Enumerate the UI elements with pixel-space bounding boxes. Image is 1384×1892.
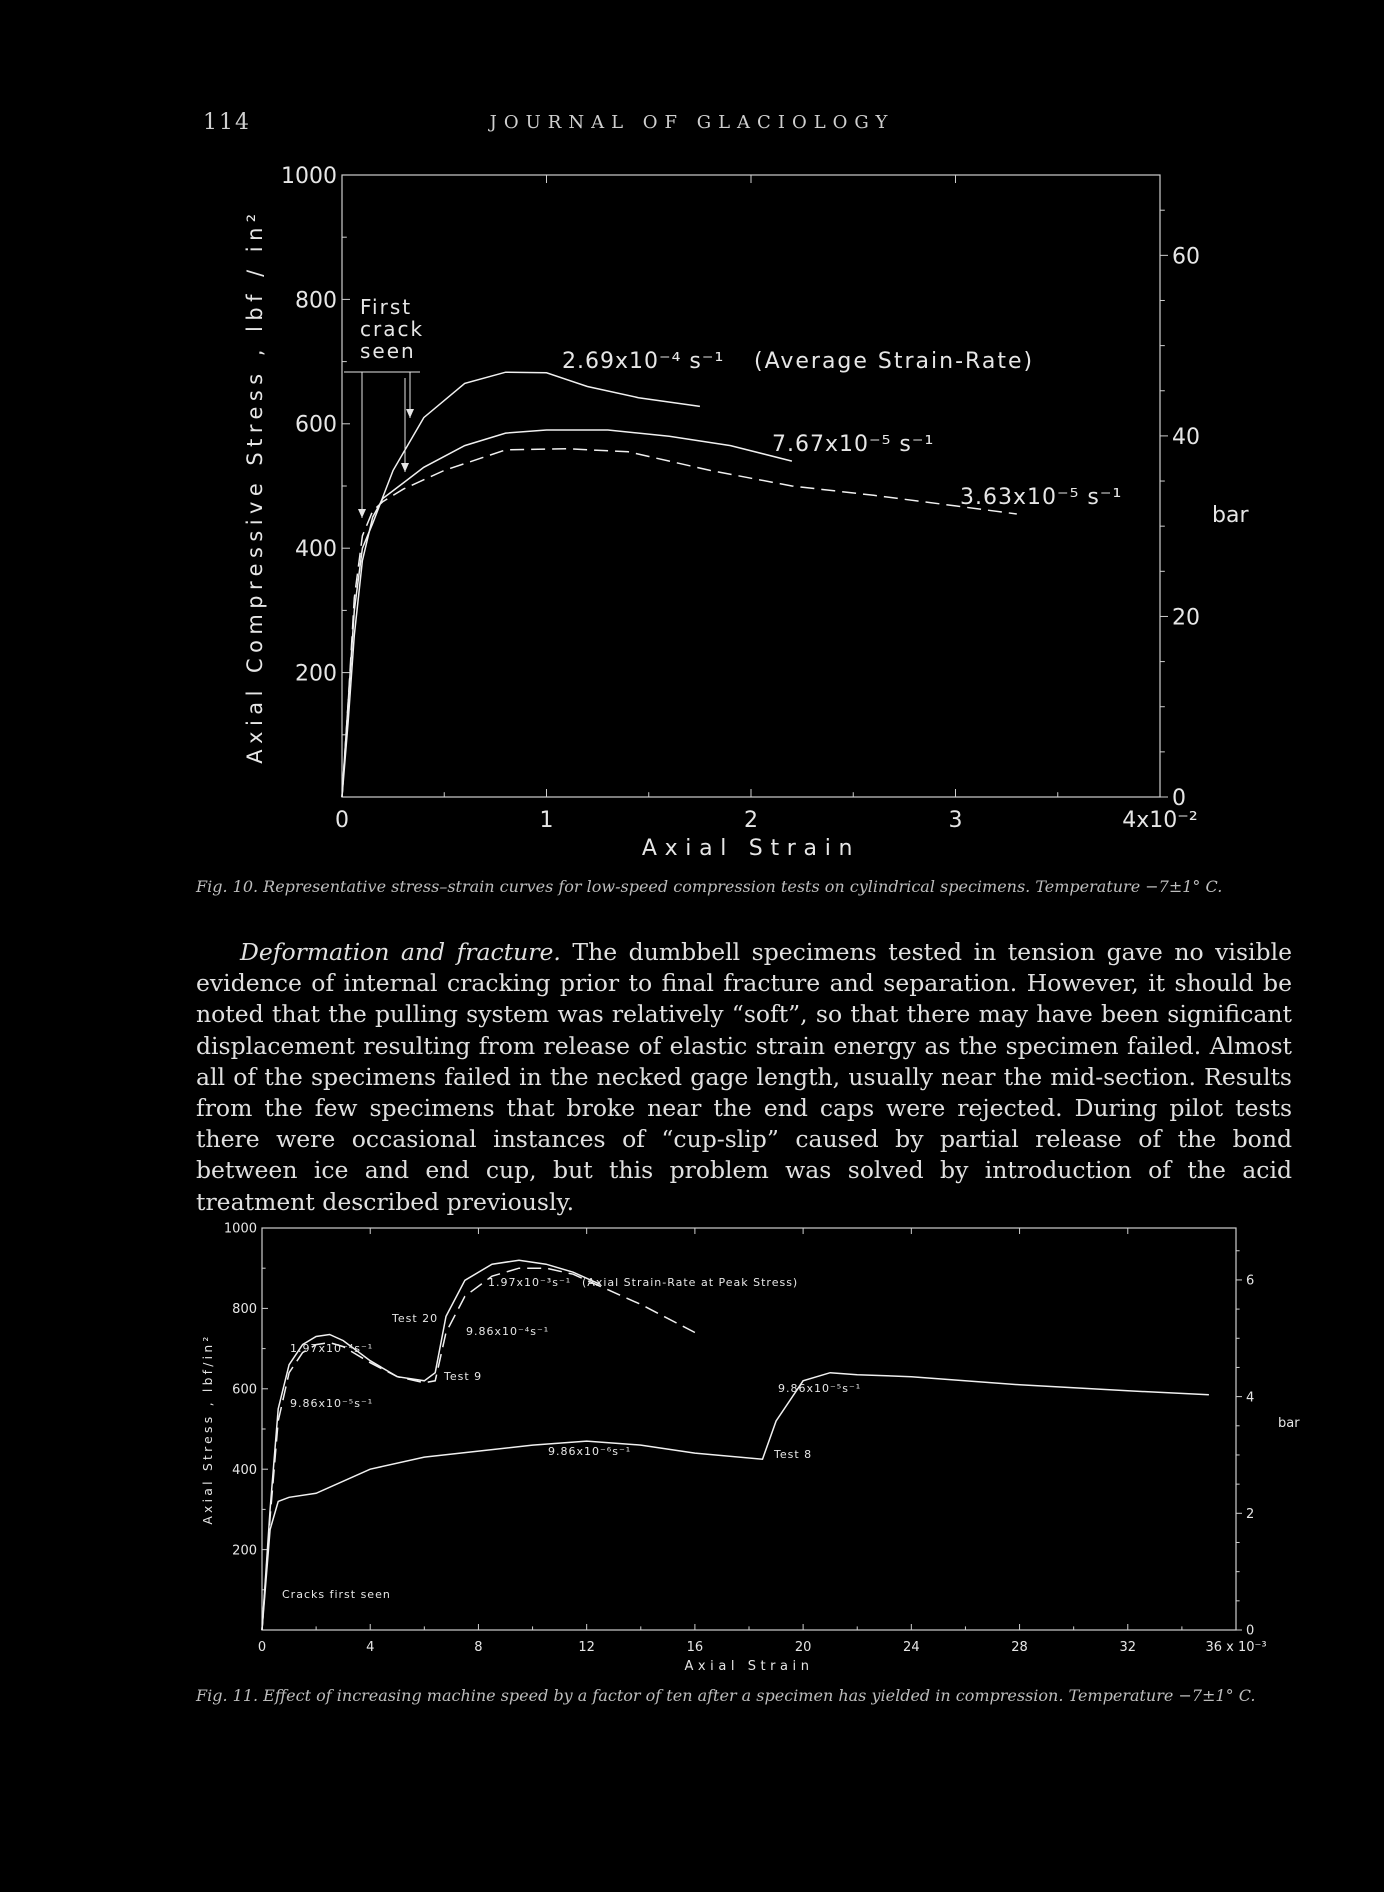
journal-running-head: JOURNAL OF GLACIOLOGY (489, 112, 895, 133)
x-tick-label: 4x10⁻² (1122, 808, 1197, 833)
y-axis-label: Axial Compressive Stress , lbf / in² (243, 208, 267, 763)
paragraph-heading: Deformation and fracture. (240, 938, 561, 966)
rate-label-9.86e-5-test8: 9.86x10⁻⁵s⁻¹ (778, 1382, 861, 1395)
figure-11-caption: Fig. 11. Effect of increasing machine sp… (196, 1686, 1256, 1705)
y2-tick-label: 2 (1246, 1507, 1254, 1522)
x-tick-label: 16 (687, 1640, 704, 1655)
crack-arrowhead (406, 409, 414, 418)
crack-arrowhead (401, 463, 409, 472)
page-number: 114 (203, 110, 251, 135)
x-tick-label: 0 (258, 1640, 266, 1655)
series-line-1 (341, 429, 793, 798)
series-line-0 (341, 371, 701, 798)
y-tick-label: 200 (295, 662, 337, 687)
y2-tick-label: 40 (1172, 425, 1200, 450)
series-label-7.67e-5: 7.67x10⁻⁵ s⁻¹ (772, 432, 934, 457)
y-tick-label: 200 (232, 1543, 257, 1558)
y2-tick-label: 6 (1246, 1274, 1254, 1289)
y2-tick-label: 4 (1246, 1390, 1254, 1405)
x-tick-label: 1 (540, 808, 554, 833)
test-20-label: Test 20 (391, 1312, 438, 1325)
x-tick-label: 36 x 10⁻³ (1205, 1640, 1266, 1655)
x-tick-label: 32 (1120, 1640, 1137, 1655)
first-crack-annotation: crack (360, 317, 424, 341)
series-label-3.63e-5: 3.63x10⁻⁵ s⁻¹ (960, 485, 1122, 510)
test-8-label: Test 8 (773, 1448, 812, 1461)
rate-label-9.86e-4: 9.86x10⁻⁴s⁻¹ (466, 1325, 549, 1338)
peak-strain-rate-note: (Axial Strain-Rate at Peak Stress) (582, 1276, 798, 1289)
y-tick-label: 800 (295, 288, 337, 313)
y-tick-label: 400 (295, 537, 337, 562)
first-crack-annotation: First (360, 295, 412, 319)
x-axis-label: Axial Strain (642, 836, 860, 860)
x-tick-label: 24 (903, 1640, 920, 1655)
y-tick-label: 600 (232, 1382, 257, 1397)
x-tick-label: 4 (366, 1640, 374, 1655)
y2-axis-label: bar (1212, 503, 1249, 528)
y2-tick-label: 60 (1172, 244, 1200, 269)
series-line-2 (341, 447, 1017, 798)
y2-axis-label: bar (1278, 1416, 1300, 1431)
test-9-label: Test 9 (443, 1370, 482, 1383)
rate-label-1.97e-4: 1.97x10⁻⁴s⁻¹ (290, 1342, 373, 1355)
x-axis-label: Axial Strain (684, 1659, 813, 1674)
average-strain-rate-note: (Average Strain-Rate) (754, 349, 1034, 374)
x-tick-label: 2 (744, 808, 758, 833)
y-tick-label: 1000 (281, 164, 337, 189)
series-line-2 (261, 1371, 1209, 1631)
x-tick-label: 28 (1011, 1640, 1028, 1655)
y2-tick-label: 20 (1172, 605, 1200, 630)
y-tick-label: 600 (295, 413, 337, 438)
rate-label-1.97e-3: 1.97x10⁻³s⁻¹ (488, 1276, 571, 1289)
y-tick-label: 400 (232, 1463, 257, 1478)
x-tick-label: 0 (335, 808, 349, 833)
rate-label-9.86e-6: 9.86x10⁻⁶s⁻¹ (548, 1445, 631, 1458)
y2-tick-label: 0 (1172, 786, 1186, 811)
y2-tick-label: 0 (1246, 1624, 1254, 1639)
crack-arrowhead (358, 509, 366, 518)
body-paragraph: Deformation and fracture. The dumbbell s… (196, 937, 1292, 1218)
x-tick-label: 20 (795, 1640, 812, 1655)
y-tick-label: 1000 (224, 1222, 257, 1237)
figure-10-chart: 0 1 2 3 4x10⁻² 1000 800 600 400 200 0 20 40 60 Axial S… (243, 164, 1249, 860)
paragraph-text: The dumbbell specimens tested in tension… (196, 938, 1292, 1216)
cracks-first-seen-label: Cracks first seen (282, 1588, 391, 1601)
x-tick-label: 8 (474, 1640, 482, 1655)
series-label-2.69e-4: 2.69x10⁻⁴ s⁻¹ (562, 349, 724, 374)
y-tick-label: 800 (232, 1302, 257, 1317)
figure-10-caption: Fig. 10. Representative stress–strain cu… (196, 877, 1223, 896)
x-tick-label: 12 (578, 1640, 595, 1655)
first-crack-annotation: seen (360, 339, 416, 363)
y-axis-label: Axial Stress , lbf/in² (201, 1333, 215, 1524)
figure-11-chart: 0 4 8 12 16 20 24 28 32 36 x 10⁻³1000800600400200… (201, 1222, 1300, 1674)
rate-label-9.86e-5-test9: 9.86x10⁻⁵s⁻¹ (290, 1397, 373, 1410)
x-tick-label: 3 (949, 808, 963, 833)
